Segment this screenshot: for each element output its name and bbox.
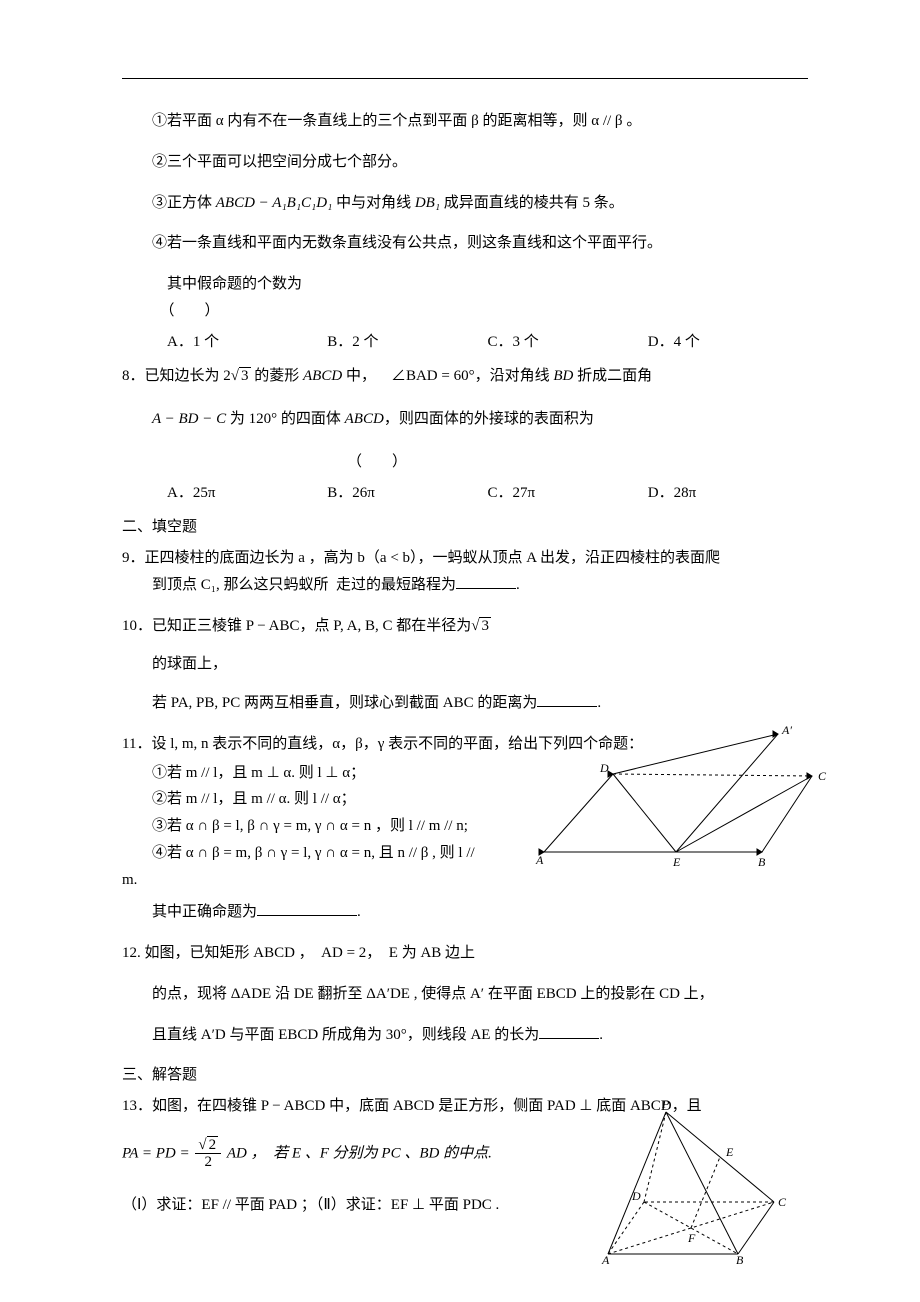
frac-den: 2: [195, 1154, 221, 1171]
q7-stmt-3: ③正方体 ABCD − A₁B₁C₁D₁ 中与对角线 DB₁ 成异面直线的棱共有…: [122, 191, 808, 216]
q7-opt-c: C．3 个: [488, 330, 648, 355]
text: .: [597, 695, 601, 711]
q7-tail: 其中假命题的个数为: [122, 272, 808, 297]
text: .: [599, 1027, 603, 1043]
math: AD ， 若 E 、F 分别为 PC 、BD 的中点.: [227, 1145, 492, 1161]
q12-b: 的点，现将 ΔADE 沿 DE 翻折至 ΔA′DE , 使得点 A′ 在平面 E…: [122, 982, 808, 1007]
math: PA = PD =: [122, 1145, 193, 1161]
q7-stmt-1: ①若平面 α 内有不在一条直线上的三个点到平面 β 的距离相等，则 α // β…: [122, 109, 808, 134]
text: 中与对角线: [332, 195, 415, 211]
section-3-head: 三、解答题: [122, 1063, 808, 1088]
fig-label-b: B: [758, 855, 766, 869]
q9-a: 9．正四棱柱的底面边长为 a ，高为 b（a < b），一蚂蚁从顶点 A 出发，…: [122, 546, 808, 571]
math: A − BD − C: [152, 411, 226, 427]
q10-b: 的球面上，: [122, 652, 808, 677]
q13-block: 13．如图，在四棱锥 P − ABCD 中，底面 ABCD 是正方形，侧面 PA…: [122, 1094, 808, 1218]
q8-line1: 8．已知边长为 23 的菱形 ABCD 中， ∠BAD = 60°，沿对角线 B…: [122, 364, 808, 389]
q12-a: 12. 如图，已知矩形 ABCD ， AD = 2， E 为 AB 边上: [122, 941, 808, 966]
q7-stmt-4: ④若一条直线和平面内无数条直线没有公共点，则这条直线和这个平面平行。: [122, 231, 808, 256]
fig-label-e: E: [672, 855, 681, 869]
fig-label-d: D: [631, 1189, 641, 1203]
frac-num: 2: [195, 1137, 221, 1155]
blank: [456, 573, 516, 589]
text: 折成二面角: [573, 368, 652, 384]
fig-label-c: C: [818, 769, 827, 783]
q7-opt-d: D．4 个: [648, 330, 808, 355]
q8-opt-a: A．25π: [167, 481, 327, 506]
text: 8．已知边长为: [122, 368, 223, 384]
q7-stmt-2: ②三个平面可以把空间分成七个部分。: [122, 150, 808, 175]
text: 中， ∠BAD = 60°，沿对角线: [342, 368, 553, 384]
text: ③正方体: [152, 195, 216, 211]
q8-opt-c: C．27π: [488, 481, 648, 506]
text: ，则四面体的外接球的表面积为: [384, 411, 594, 427]
math: BD: [553, 368, 573, 384]
section-2-head: 二、填空题: [122, 515, 808, 540]
text: 10．已知正三棱锥 P − ABC，点 P, A, B, C 都在半径为: [122, 618, 471, 634]
text: 其中正确命题为: [152, 904, 257, 920]
q10-c: 若 PA, PB, PC 两两互相垂直，则球心到截面 ABC 的距离为.: [122, 691, 808, 716]
fig-label-f: F: [687, 1231, 696, 1245]
math: ABCD: [345, 411, 384, 427]
q7-bracket: （ ）: [122, 299, 808, 324]
q8-opt-d: D．28π: [648, 481, 808, 506]
fig-label-a: A: [535, 853, 544, 867]
text: 的菱形: [251, 368, 304, 384]
q9-b: 到顶点 C₁, 那么这只蚂蚁所 走过的最短路程为.: [122, 573, 808, 598]
math: 3: [471, 614, 491, 639]
math: 23: [223, 368, 250, 384]
text: 成异面直线的棱共有 5 条。: [440, 195, 624, 211]
figure-q13: P A B C D E F: [588, 1094, 788, 1264]
math: DB₁: [415, 195, 440, 211]
fig-label-b: B: [736, 1253, 744, 1264]
q8-line2: A − BD − C 为 120° 的四面体 ABCD，则四面体的外接球的表面积…: [122, 407, 808, 432]
text: .: [357, 904, 361, 920]
fig-label-ap: A′: [781, 723, 792, 737]
text: 为 120° 的四面体: [226, 411, 345, 427]
q12-c: 且直线 A′D 与平面 EBCD 所成角为 30°，则线段 AE 的长为.: [122, 1023, 808, 1048]
fig-label-e: E: [725, 1145, 734, 1159]
text: 到顶点 C₁, 那么这只蚂蚁所 走过的最短路程为: [152, 577, 456, 593]
blank: [257, 900, 357, 916]
q8-options: A．25π B．26π C．27π D．28π: [122, 481, 808, 506]
q11-tail: 其中正确命题为.: [122, 900, 808, 925]
fig-label-a: A: [601, 1253, 610, 1264]
math: ABCD − A₁B₁C₁D₁: [216, 195, 333, 211]
q7-options: A．1 个 B．2 个 C．3 个 D．4 个: [122, 330, 808, 355]
page: ①若平面 α 内有不在一条直线上的三个点到平面 β 的距离相等，则 α // β…: [0, 0, 920, 1294]
fraction: 2 2: [195, 1137, 221, 1171]
blank: [539, 1023, 599, 1039]
text: .: [516, 577, 520, 593]
q7-opt-b: B．2 个: [327, 330, 487, 355]
figure-q12: A E B C D A′: [528, 722, 828, 872]
q10-a: 10．已知正三棱锥 P − ABC，点 P, A, B, C 都在半径为3: [122, 614, 808, 639]
q7-opt-a: A．1 个: [167, 330, 327, 355]
blank: [537, 691, 597, 707]
page-rule: [122, 78, 808, 79]
q11-q12-block: 11．设 l, m, n 表示不同的直线，α，β，γ 表示不同的平面，给出下列四…: [122, 732, 808, 966]
fig-label-d: D: [599, 761, 609, 775]
text: 且直线 A′D 与平面 EBCD 所成角为 30°，则线段 AE 的长为: [152, 1027, 539, 1043]
math: ABCD: [303, 368, 342, 384]
q8-bracket: （ ）: [122, 450, 808, 475]
text: 若 PA, PB, PC 两两互相垂直，则球心到截面 ABC 的距离为: [152, 695, 537, 711]
fig-label-c: C: [778, 1195, 787, 1209]
q8-opt-b: B．26π: [327, 481, 487, 506]
fig-label-p: P: [661, 1097, 670, 1111]
